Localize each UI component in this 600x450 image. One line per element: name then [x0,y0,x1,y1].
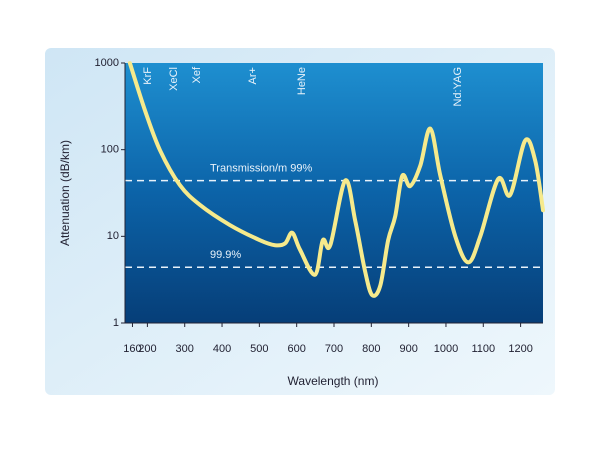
annotation: XeCl [168,67,180,91]
x-tick-label: 1200 [508,343,532,355]
x-tick-label: 900 [399,343,417,355]
annotation: Xef [191,66,203,83]
y-tick-label: 10 [107,230,119,242]
reference-label: 99.9% [210,249,241,261]
annotation: KrF [142,67,154,85]
x-tick-label: 600 [287,343,305,355]
y-axis-label: Attenuation (dB/km) [58,140,72,246]
x-tick-label: 500 [250,343,268,355]
x-tick-label: 300 [176,343,194,355]
annotation: Nd:YAG [452,67,464,107]
x-tick-label: 200 [138,343,156,355]
y-tick-label: 1 [113,317,119,329]
plot-area [125,63,543,323]
x-tick-label: 1100 [471,343,495,355]
x-axis-label: Wavelength (nm) [288,374,379,388]
y-tick-label: 100 [101,144,119,156]
x-tick-label: 160 [123,343,141,355]
annotation: Ar+ [247,67,259,84]
x-tick-label: 1000 [434,343,458,355]
annotation: HeNe [296,67,308,95]
x-tick-label: 400 [213,343,231,355]
data-line [127,61,545,298]
x-tick-label: 800 [362,343,380,355]
reference-label: Transmission/m 99% [210,162,313,174]
x-tick-label: 700 [325,343,343,355]
y-tick-label: 1000 [95,57,119,69]
